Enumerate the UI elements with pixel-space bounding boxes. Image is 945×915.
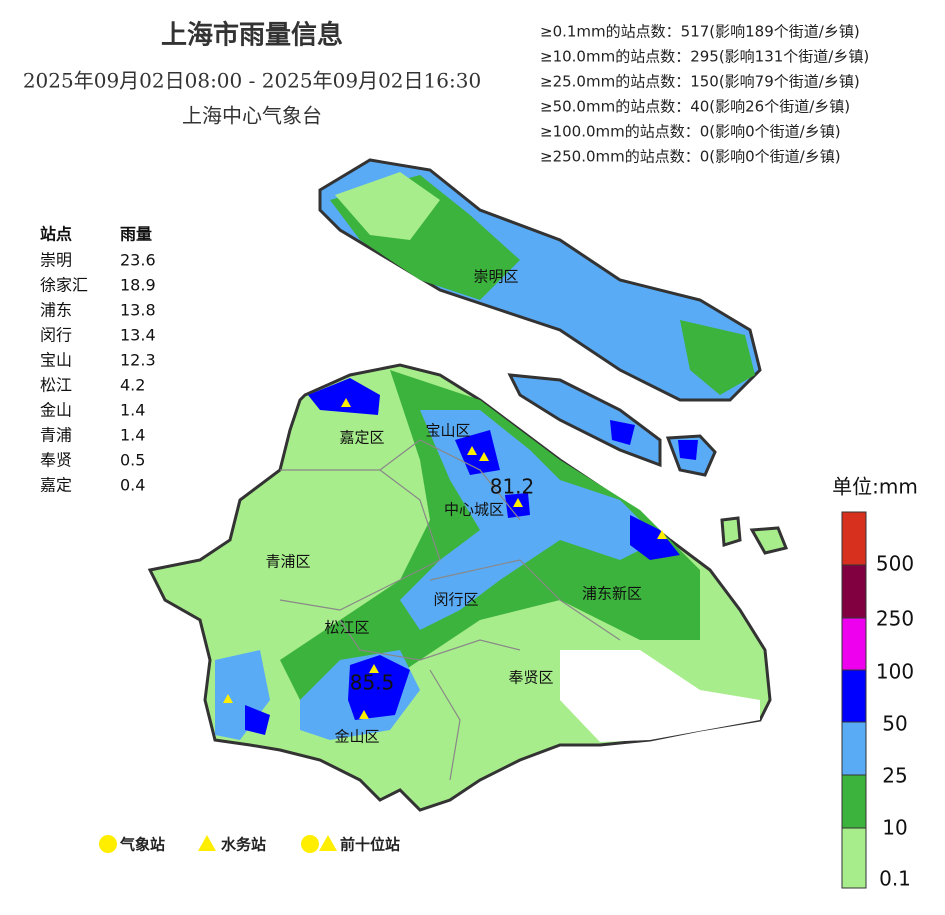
table-cell: 12.3 xyxy=(120,351,156,370)
water-station-marker xyxy=(513,498,523,507)
rain-patch xyxy=(610,420,635,445)
water-station-marker xyxy=(223,694,233,703)
legend-swatch xyxy=(841,564,867,619)
time-range: 2025年09月02日08:00 - 2025年09月02日16:30 xyxy=(23,69,481,93)
title: 上海市雨量信息 xyxy=(161,20,343,51)
small-island xyxy=(749,526,789,555)
color-legend: 单位:mm 500 250 100 50 25 10 0.1 xyxy=(832,475,918,891)
district-label: 崇明区 xyxy=(473,268,518,286)
district-label: 金山区 xyxy=(334,728,379,746)
legend-tick-label: 500 xyxy=(876,552,914,576)
legend-tick-label: 0.1 xyxy=(879,867,911,891)
table-cell: 0.5 xyxy=(120,451,145,470)
marker-legend: 气象站 水务站 前十位站 xyxy=(99,835,400,854)
station-markers xyxy=(223,398,667,719)
table-cell: 青浦 xyxy=(40,426,72,445)
stat-line: ≥100.0mm的站点数：0(影响0个街道/乡镇) xyxy=(540,123,841,141)
stat-line: ≥25.0mm的站点数：150(影响79个街道/乡镇) xyxy=(540,73,860,91)
rain-patch xyxy=(335,172,440,240)
table-cell: 金山 xyxy=(40,401,72,420)
rain-patch xyxy=(678,440,698,460)
district-label: 宝山区 xyxy=(425,422,470,440)
table-cell: 徐家汇 xyxy=(40,276,88,295)
table-cell: 13.4 xyxy=(120,326,156,345)
marker-legend-label: 气象站 xyxy=(119,836,165,854)
station-icon xyxy=(301,835,319,853)
table-cell: 1.4 xyxy=(120,426,145,445)
table-header: 站点 xyxy=(40,225,72,244)
table-cell: 0.4 xyxy=(120,476,145,495)
legend-tick-label: 100 xyxy=(876,660,914,684)
stat-line: ≥250.0mm的站点数：0(影响0个街道/乡镇) xyxy=(540,148,841,166)
legend-swatch xyxy=(841,669,867,723)
legend-swatch xyxy=(841,721,867,776)
rain-patch xyxy=(560,650,760,742)
district-label: 奉贤区 xyxy=(508,669,553,687)
water-station-marker xyxy=(467,446,477,455)
table-cell: 23.6 xyxy=(120,251,156,270)
water-station-marker xyxy=(341,398,351,407)
table-cell: 4.2 xyxy=(120,376,145,395)
legend-swatch xyxy=(841,827,867,889)
rain-patch xyxy=(308,378,380,415)
stat-line: ≥10.0mm的站点数：295(影响131个街道/乡镇) xyxy=(540,48,869,66)
point-value-label: 81.2 xyxy=(490,475,535,499)
station-icon xyxy=(99,835,117,853)
rain-patch xyxy=(348,655,410,720)
table-cell: 崇明 xyxy=(40,251,72,270)
legend-swatch xyxy=(841,617,867,671)
marker-legend-label: 前十位站 xyxy=(340,836,400,854)
district-label: 闵行区 xyxy=(433,591,478,609)
table-header: 雨量 xyxy=(120,225,152,244)
station-icon xyxy=(319,835,337,851)
legend-tick-label: 250 xyxy=(876,607,914,631)
legend-tick-label: 10 xyxy=(882,816,907,840)
water-station-marker xyxy=(479,452,489,461)
district-boundaries xyxy=(279,439,621,781)
marker-legend-label: 水务站 xyxy=(221,836,266,854)
stat-line: ≥50.0mm的站点数：40(影响26个街道/乡镇) xyxy=(540,98,850,116)
small-island xyxy=(720,516,742,547)
rain-patch xyxy=(680,320,755,395)
water-station-marker xyxy=(359,710,369,719)
table-cell: 松江 xyxy=(40,376,72,395)
stats: ≥0.1mm的站点数：517(影响189个街道/乡镇) ≥10.0mm的站点数：2… xyxy=(540,23,869,166)
rain-patch xyxy=(400,410,660,630)
water-station-marker xyxy=(657,530,667,539)
legend-tick-label: 50 xyxy=(882,712,907,736)
district-label: 浦东新区 xyxy=(582,585,642,603)
stat-line: ≥0.1mm的站点数：517(影响189个街道/乡镇) xyxy=(540,23,860,41)
table-cell: 18.9 xyxy=(120,276,156,295)
district-label: 中心城区 xyxy=(444,501,504,519)
table-cell: 宝山 xyxy=(40,351,72,370)
table-cell: 1.4 xyxy=(120,401,145,420)
legend-title: 单位:mm xyxy=(832,475,918,499)
district-label: 青浦区 xyxy=(265,553,310,571)
issuer: 上海中心气象台 xyxy=(182,104,322,128)
station-icon xyxy=(198,835,216,851)
table-cell: 浦东 xyxy=(40,301,72,320)
table-cell: 闵行 xyxy=(40,326,72,345)
legend-swatch xyxy=(841,774,867,829)
legend-tick-label: 25 xyxy=(882,764,907,788)
district-label: 松江区 xyxy=(324,619,369,637)
legend-swatch xyxy=(841,511,867,566)
table-cell: 嘉定 xyxy=(40,476,72,495)
table-cell: 13.8 xyxy=(120,301,156,320)
rain-patch xyxy=(630,515,680,560)
point-value-label: 85.5 xyxy=(350,671,395,695)
rain-patch xyxy=(245,705,270,735)
district-label: 嘉定区 xyxy=(339,429,384,447)
water-station-marker xyxy=(369,664,379,673)
table-cell: 奉贤 xyxy=(40,451,72,470)
